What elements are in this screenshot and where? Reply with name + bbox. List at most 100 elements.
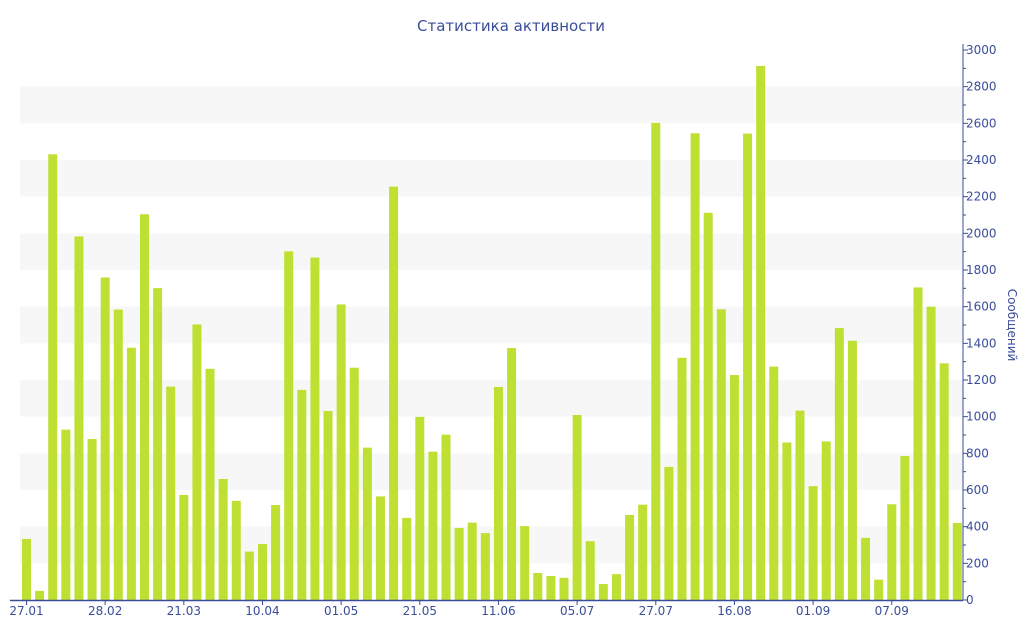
- y-tick-label: 1600: [966, 300, 997, 314]
- bar: [467, 522, 477, 600]
- bar: [533, 573, 543, 600]
- x-tick-label: 10.04: [245, 604, 279, 618]
- bar: [362, 447, 372, 600]
- grid-band: [20, 233, 963, 270]
- bar: [729, 375, 739, 600]
- bar: [480, 533, 490, 600]
- bar: [48, 154, 58, 601]
- bar: [572, 415, 582, 600]
- bar: [126, 347, 136, 600]
- bar: [428, 451, 438, 600]
- bar: [690, 133, 700, 600]
- chart-title: Статистика активности: [417, 17, 605, 35]
- bar: [756, 65, 766, 600]
- bar: [743, 133, 753, 600]
- y-tick-label: 1000: [966, 410, 997, 424]
- bar: [35, 590, 45, 600]
- bar: [651, 122, 661, 600]
- grid-band: [20, 453, 963, 490]
- bar: [100, 277, 110, 600]
- grid-band: [20, 380, 963, 417]
- bar: [913, 287, 923, 600]
- x-tick-label: 21.03: [167, 604, 201, 618]
- bar: [192, 324, 202, 600]
- bar: [61, 429, 71, 600]
- bar: [218, 479, 228, 600]
- x-tick-label: 16.08: [717, 604, 751, 618]
- x-tick-label: 21.05: [403, 604, 437, 618]
- bar: [507, 348, 517, 600]
- bar: [939, 363, 949, 600]
- bar: [520, 526, 530, 600]
- bar: [585, 541, 595, 600]
- grid-band: [20, 86, 963, 124]
- bar: [926, 306, 936, 600]
- bar: [598, 584, 608, 600]
- bar: [821, 441, 831, 600]
- bar: [244, 551, 254, 600]
- x-axis: 27.01 28.02 21.03 10.04 01.05 21.05 11.06 05.07…: [9, 599, 963, 618]
- y-axis: 0 200 400 600 800 1000 1200 1400 1600 1800 2000 220…: [962, 43, 997, 607]
- x-tick-label: 05.07: [560, 604, 594, 618]
- bar: [625, 514, 635, 600]
- bar: [113, 309, 123, 600]
- y-tick-label: 400: [966, 520, 989, 534]
- y-tick-label: 1800: [966, 263, 997, 277]
- y-tick-label: 2000: [966, 226, 997, 240]
- bar: [861, 537, 871, 600]
- bar: [166, 386, 176, 600]
- bar: [900, 456, 910, 600]
- bars: [22, 65, 962, 601]
- y-tick-label: 2800: [966, 80, 997, 94]
- y-tick-label: 800: [966, 446, 989, 460]
- bar: [349, 367, 359, 600]
- bar: [546, 575, 556, 600]
- bar: [336, 304, 346, 600]
- bar: [257, 544, 267, 600]
- bar: [769, 366, 779, 600]
- bar: [795, 410, 805, 600]
- bar: [284, 251, 294, 601]
- bar: [205, 368, 215, 600]
- bar: [703, 212, 713, 601]
- y-tick-label: 2600: [966, 116, 997, 130]
- bar: [454, 527, 464, 600]
- bar: [74, 236, 84, 600]
- bar: [389, 186, 399, 601]
- bar: [375, 496, 385, 600]
- bar: [782, 442, 792, 600]
- bar: [611, 574, 621, 600]
- bar: [441, 434, 451, 600]
- bar: [310, 257, 320, 600]
- bar: [716, 309, 726, 600]
- bar: [231, 500, 241, 600]
- y-tick-label: 1200: [966, 373, 997, 387]
- bar: [874, 579, 884, 600]
- bar: [179, 494, 189, 600]
- bar: [559, 577, 569, 600]
- bar: [952, 523, 962, 600]
- grid-band: [20, 160, 963, 197]
- x-tick-label: 07.09: [875, 604, 909, 618]
- y-tick-label: 1400: [966, 336, 997, 350]
- bar: [847, 340, 857, 600]
- y-tick-label: 3000: [966, 43, 997, 57]
- bar: [808, 486, 818, 600]
- grid-band: [20, 306, 963, 344]
- bar: [834, 328, 844, 600]
- x-tick-label: 01.09: [796, 604, 830, 618]
- bar: [638, 504, 648, 600]
- x-tick-label: 01.05: [324, 604, 358, 618]
- x-tick-label: 27.01: [9, 604, 43, 618]
- grid-band: [20, 526, 963, 564]
- y-tick-label: 200: [966, 556, 989, 570]
- grid-bands: [20, 86, 963, 564]
- bar: [664, 466, 674, 600]
- bar: [297, 389, 307, 600]
- bar: [493, 386, 503, 600]
- x-tick-label: 11.06: [481, 604, 515, 618]
- bar: [677, 357, 687, 600]
- y-axis-label: Сообщений: [1005, 289, 1019, 362]
- y-tick-label: 600: [966, 483, 989, 497]
